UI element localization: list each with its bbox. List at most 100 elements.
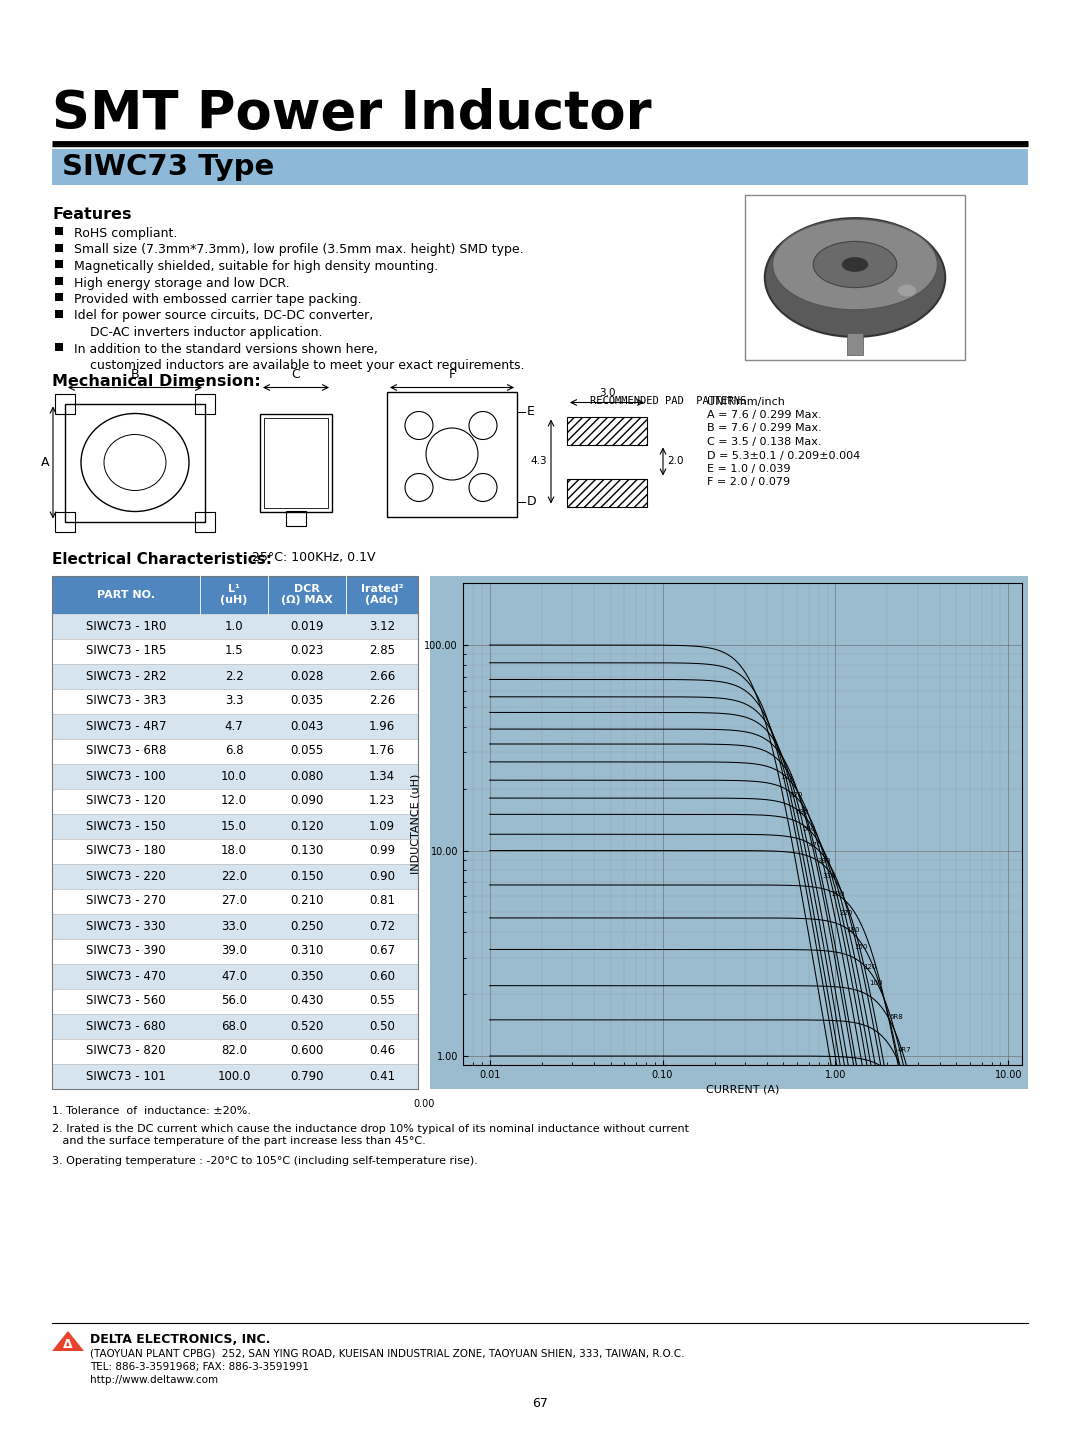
Bar [52,689,418,713]
Text: 1.76: 1.76 [369,745,395,758]
Text: 0.81: 0.81 [369,894,395,907]
Text: 4.7: 4.7 [225,719,243,732]
Bar [387,391,517,516]
Text: 3.0: 3.0 [598,388,616,398]
Bar [55,394,75,414]
X-axis label: CURRENT (A): CURRENT (A) [705,1084,779,1094]
Text: 0.055: 0.055 [291,745,324,758]
Bar [52,614,418,638]
Text: D: D [527,495,537,508]
Bar [55,293,63,301]
Text: 12.0: 12.0 [221,795,247,808]
Bar [567,479,647,506]
Text: (TAOYUAN PLANT CPBG)  252, SAN YING ROAD, KUEISAN INDUSTRIAL ZONE, TAOYUAN SHIEN: (TAOYUAN PLANT CPBG) 252, SAN YING ROAD,… [90,1349,685,1359]
Text: SIWC73 - 1R5: SIWC73 - 1R5 [85,644,166,657]
Bar [52,939,418,963]
Text: SIWC73 Type: SIWC73 Type [62,152,274,181]
Text: 330: 330 [823,873,836,879]
Text: F = 2.0 / 0.079: F = 2.0 / 0.079 [707,477,791,487]
Text: B: B [131,368,139,381]
Text: 67: 67 [532,1396,548,1411]
Text: SIWC73 - 470: SIWC73 - 470 [86,969,166,982]
Bar [745,196,966,360]
Bar [65,404,205,522]
Bar [52,988,418,1014]
Text: 0.080: 0.080 [291,769,324,782]
Text: SIWC73 - 1R0: SIWC73 - 1R0 [85,620,166,633]
Text: 560: 560 [802,827,815,833]
Text: 1.23: 1.23 [369,795,395,808]
Text: F: F [448,368,456,381]
Text: 22.0: 22.0 [221,870,247,883]
Text: SIWC73 - 820: SIWC73 - 820 [86,1044,166,1057]
Text: 0.130: 0.130 [291,844,324,857]
Text: 0.430: 0.430 [291,995,324,1008]
Text: 2.26: 2.26 [369,695,395,707]
Text: SIWC73 - 560: SIWC73 - 560 [86,995,166,1008]
Text: 0.043: 0.043 [291,719,324,732]
Text: SIWC73 - 180: SIWC73 - 180 [86,844,166,857]
Ellipse shape [841,257,868,272]
Text: 0.023: 0.023 [291,644,324,657]
Text: 0.46: 0.46 [369,1044,395,1057]
Text: Idel for power source circuits, DC-DC converter,: Idel for power source circuits, DC-DC co… [75,309,374,322]
Bar [430,575,1028,1089]
Bar [52,575,418,614]
Text: In addition to the standard versions shown here,: In addition to the standard versions sho… [75,342,378,355]
Text: C: C [292,368,300,381]
Bar [286,510,306,525]
Text: SIWC73 - 680: SIWC73 - 680 [86,1020,166,1032]
Text: Magnetically shielded, suitable for high density mounting.: Magnetically shielded, suitable for high… [75,260,438,273]
Text: 47.0: 47.0 [221,969,247,982]
Text: 0.41: 0.41 [369,1070,395,1083]
Bar [55,243,63,252]
Text: 6.8: 6.8 [225,745,243,758]
Text: SIWC73 - 120: SIWC73 - 120 [86,795,166,808]
Bar [52,713,418,739]
Text: 180: 180 [847,928,860,933]
Text: Features: Features [52,207,132,221]
Bar [52,963,418,988]
Bar [55,227,63,234]
Text: DC-AC inverters inductor application.: DC-AC inverters inductor application. [75,326,323,339]
Text: 15.0: 15.0 [221,820,247,833]
Ellipse shape [813,242,896,288]
Text: SIWC73 - 330: SIWC73 - 330 [86,919,165,932]
Text: 68.0: 68.0 [221,1020,247,1032]
Text: 3. Operating temperature : -20°C to 105°C (including self-temperature rise).: 3. Operating temperature : -20°C to 105°… [52,1156,477,1166]
Bar [52,889,418,913]
Text: 0.250: 0.250 [291,919,324,932]
Text: 10.0: 10.0 [221,769,247,782]
Text: 0.310: 0.310 [291,945,324,958]
Text: Δ: Δ [64,1339,72,1352]
Text: 0.120: 0.120 [291,820,324,833]
Bar [52,788,418,814]
Text: 220: 220 [839,909,853,916]
Text: RECOMMENDED PAD  PATTERNS: RECOMMENDED PAD PATTERNS [590,395,746,406]
Text: 120: 120 [863,963,876,969]
Text: 100.0: 100.0 [217,1070,251,1083]
Text: 0.019: 0.019 [291,620,324,633]
Text: SIWC73 - 220: SIWC73 - 220 [86,870,166,883]
Text: 0.55: 0.55 [369,995,395,1008]
Bar [52,739,418,764]
Bar [260,414,332,512]
Text: SIWC73 - 100: SIWC73 - 100 [86,769,166,782]
Bar [55,309,63,318]
Text: 0.600: 0.600 [291,1044,324,1057]
Text: Irated²
(Adc): Irated² (Adc) [361,584,403,605]
Text: SIWC73 - 6R8: SIWC73 - 6R8 [85,745,166,758]
Text: C = 3.5 / 0.138 Max.: C = 3.5 / 0.138 Max. [707,437,822,447]
Text: 101: 101 [781,775,794,781]
Text: 0.00: 0.00 [413,1099,434,1109]
Text: 0.210: 0.210 [291,894,324,907]
Text: 2.85: 2.85 [369,644,395,657]
Bar [195,394,215,414]
Text: 1.96: 1.96 [369,719,395,732]
Text: High energy storage and low DCR.: High energy storage and low DCR. [75,276,289,289]
Ellipse shape [897,285,916,296]
Text: 1.0: 1.0 [225,620,243,633]
Text: 0.028: 0.028 [291,670,324,683]
Text: 0.90: 0.90 [369,870,395,883]
Ellipse shape [772,219,937,309]
